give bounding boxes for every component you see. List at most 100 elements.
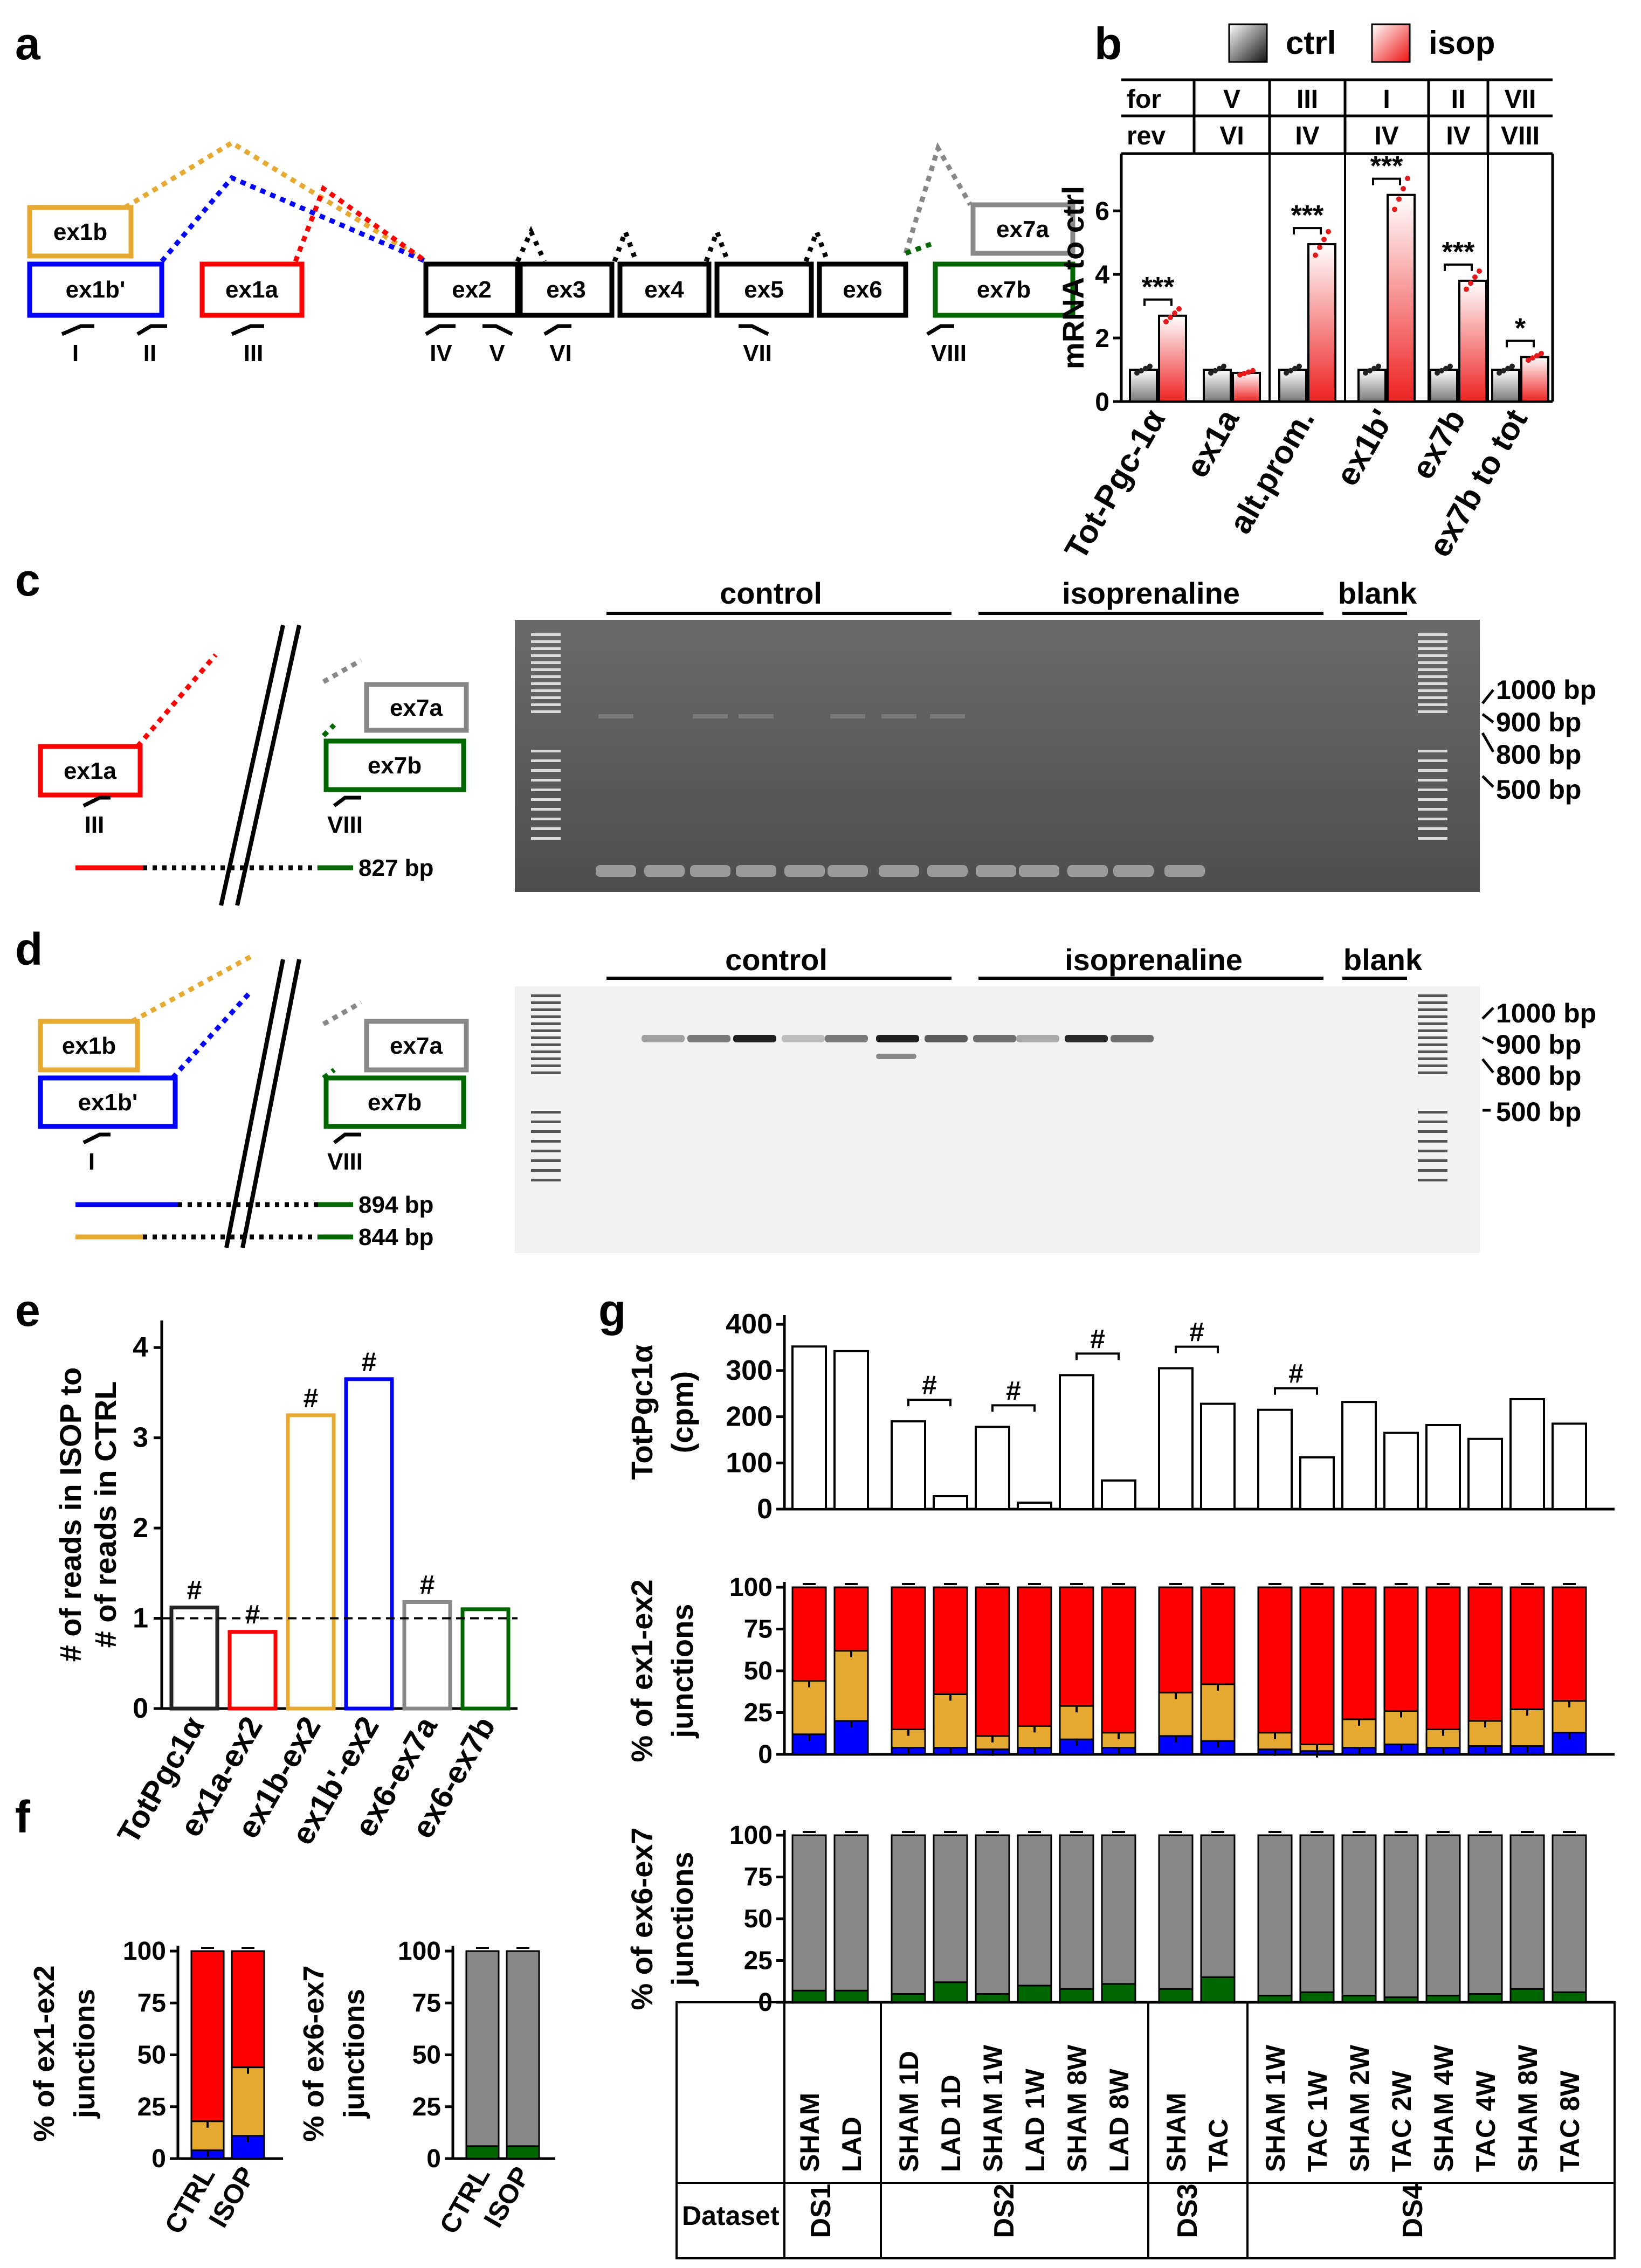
header-rev-0: VI xyxy=(1219,122,1244,150)
g-top-sig-mark: # xyxy=(922,1370,937,1400)
gel-d-band xyxy=(733,1035,776,1042)
exon-label-ex1b: ex1b xyxy=(53,219,107,245)
g-top-sig-mark: # xyxy=(1006,1375,1021,1406)
b-dot-isop xyxy=(1468,280,1473,286)
g-middle-segment-ex1a xyxy=(1017,1586,1052,1727)
gel-ladder-band xyxy=(1418,789,1447,791)
gel-ladder-band xyxy=(531,837,561,840)
gel-ladder-band xyxy=(531,769,561,772)
g-middle-segment-ex1b xyxy=(833,1650,869,1722)
splice-ex1bp xyxy=(160,175,427,264)
panel-letter-g: g xyxy=(598,1285,626,1336)
g-table-dataset-name: DS4 xyxy=(1397,2183,1429,2238)
b-sig-bracket xyxy=(1143,298,1173,306)
gel-ladder-band xyxy=(531,1130,561,1133)
gel-ladder-band xyxy=(1418,682,1447,685)
b-sig-bracket xyxy=(1293,227,1322,235)
exon-label-ex6: ex6 xyxy=(843,276,882,303)
exon-label-ex2: ex2 xyxy=(452,276,491,303)
g-top-sig-mark: # xyxy=(1189,1317,1204,1347)
gel-ladder-band xyxy=(531,647,561,650)
g-top-bar xyxy=(1383,1432,1419,1511)
b-dot-isop xyxy=(1242,370,1247,376)
b-dot-isop xyxy=(1539,350,1544,356)
f-left-segment-ex1b xyxy=(231,2066,265,2137)
f-right-segment-ex7a xyxy=(465,1950,500,2147)
b-dot-ctrl xyxy=(1147,363,1153,369)
panel-a-gene-diagram xyxy=(27,140,1075,318)
primer-VII: VII xyxy=(743,340,772,367)
f-left-category-label: CTRL xyxy=(158,2162,220,2239)
gel-ladder-band xyxy=(1418,1050,1447,1053)
g-top-ytick-label: 0 xyxy=(757,1493,773,1525)
b-dot-isop xyxy=(1396,196,1402,202)
b-sig-mark: * xyxy=(1515,313,1526,344)
b-dot-isop xyxy=(1250,368,1256,374)
g-top-ylabel-1: TotPgc1α xyxy=(625,1344,659,1479)
panel-letter-d: d xyxy=(15,924,43,974)
gel-ladder-band xyxy=(1418,1015,1447,1018)
gel-c-primer-dimer xyxy=(879,865,919,877)
gel-ladder-band xyxy=(1418,1159,1447,1162)
g-bottom-segment-ex7a xyxy=(1509,1834,1545,1990)
g-bottom-segment-ex7a xyxy=(891,1834,926,1995)
f-right-category-label: CTRL xyxy=(433,2162,495,2239)
b-dot-ctrl xyxy=(1221,363,1226,369)
gel-ladder-band xyxy=(531,703,561,706)
g-middle-segment-ex1a xyxy=(1200,1586,1236,1685)
b-dot-ctrl xyxy=(1217,365,1222,371)
gel-ladder-band xyxy=(1418,675,1447,678)
g-middle-segment-ex1b xyxy=(1257,1732,1293,1751)
primer-II: II xyxy=(143,340,156,367)
f-right-ytick-label: 50 xyxy=(412,2041,441,2070)
g-top-sig-bracket xyxy=(1075,1352,1120,1360)
gel-ladder-band xyxy=(531,696,561,699)
gel-ladder-band xyxy=(1418,1029,1447,1032)
gel-ladder-band xyxy=(1418,1008,1447,1011)
b-dot-ctrl xyxy=(1505,365,1511,371)
gel-c-band xyxy=(881,714,916,718)
g-table-condition-label: TAC 1W xyxy=(1302,2070,1333,2172)
g-middle-segment-ex1a xyxy=(891,1586,926,1730)
gel-d-band xyxy=(876,1035,919,1042)
b-bar-ctrl xyxy=(1129,369,1158,403)
b-bar-isop xyxy=(1520,356,1549,403)
e-ytick-label: 1 xyxy=(133,1603,148,1634)
g-middle-segment-ex1b xyxy=(933,1693,968,1749)
primer-VI: VI xyxy=(549,340,572,367)
g-bottom-segment-ex7b xyxy=(1467,1993,1503,2003)
panel-c: control isoprenaline blank 1000 bp 900 b… xyxy=(38,576,1596,906)
b-dot-ctrl xyxy=(1509,363,1515,369)
g-middle-segment-ex1b xyxy=(1200,1683,1236,1742)
g-top-bar xyxy=(1425,1424,1461,1510)
gel-d-band xyxy=(782,1035,825,1042)
d-exon-ex1bp: ex1b' xyxy=(78,1089,138,1116)
splice-ex7b xyxy=(905,240,936,256)
gel-d-marker-800: 800 bp xyxy=(1496,1061,1581,1091)
g-top-ytick-label: 200 xyxy=(726,1401,773,1433)
gel-c-primer-dimer xyxy=(1164,865,1205,877)
b-dot-isop xyxy=(1477,268,1482,274)
gel-c-primer-dimer xyxy=(927,865,968,877)
gel-ladder-band xyxy=(1418,769,1447,772)
primer-VIII: VIII xyxy=(931,340,967,367)
gel-c-primer-dimer xyxy=(1113,865,1154,877)
gel-c-primer-dimer xyxy=(690,865,730,877)
c-exon-ex7a: ex7a xyxy=(390,695,443,721)
g-middle-ylabel-2: junctions xyxy=(665,1604,699,1739)
g-bottom-ytick-label: 50 xyxy=(744,1905,773,1933)
f-left-ytick-label: 25 xyxy=(137,2093,166,2121)
g-bottom-segment-ex7a xyxy=(1200,1834,1236,1978)
b-dot-isop xyxy=(1172,310,1177,316)
g-middle-segment-ex1a xyxy=(1467,1586,1503,1722)
e-sig-mark: # xyxy=(245,1600,260,1630)
d-primer-I: I xyxy=(88,1149,95,1175)
gel-ladder-band xyxy=(1418,1071,1447,1074)
gel-c-band xyxy=(830,714,865,718)
gel-d-band xyxy=(1016,1035,1059,1042)
gel-ladder-band xyxy=(1418,808,1447,811)
g-top-bar xyxy=(1299,1456,1335,1510)
g-table-condition-label: LAD 1W xyxy=(1020,2069,1050,2172)
gel-ladder-band xyxy=(531,668,561,671)
